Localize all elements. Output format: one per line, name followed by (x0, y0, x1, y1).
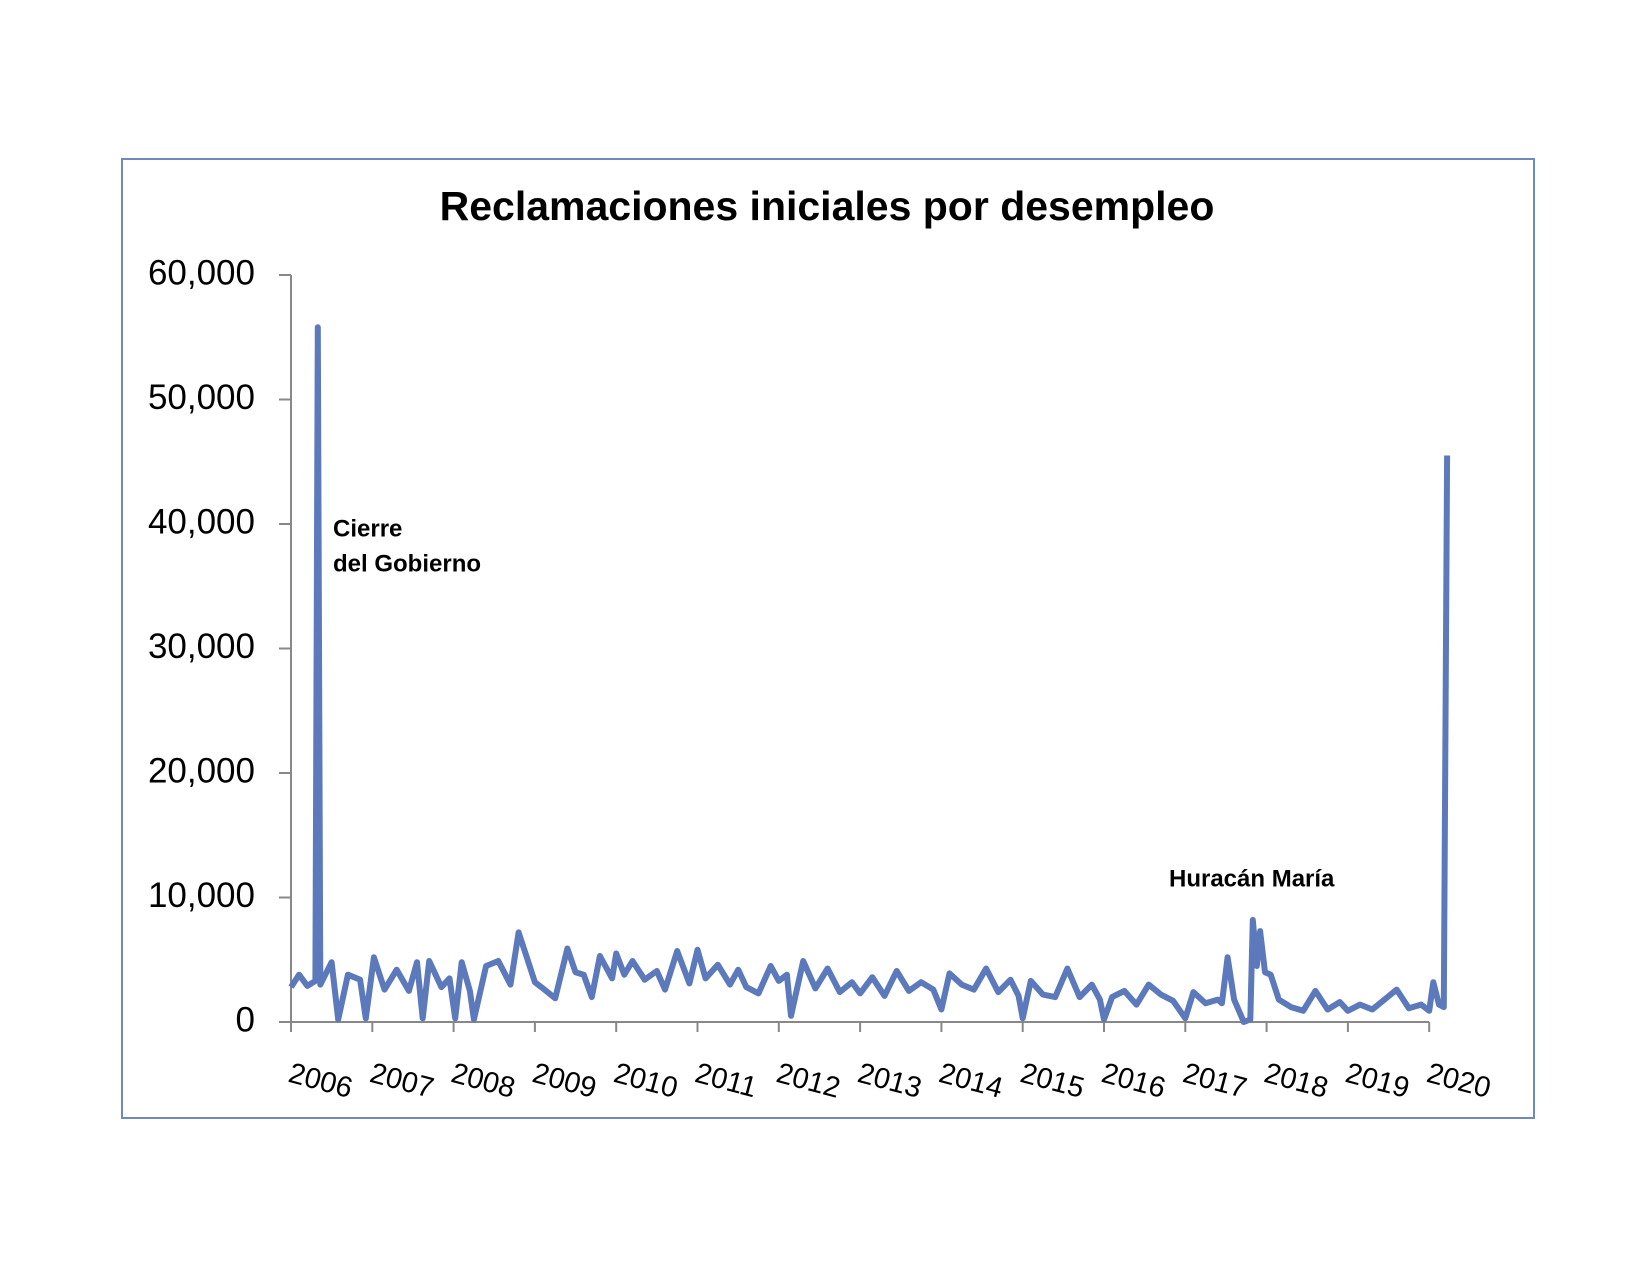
y-tick-label: 40,000 (148, 502, 255, 541)
x-tick-label: 2009 (529, 1057, 600, 1105)
x-tick-label: 2008 (448, 1057, 519, 1105)
x-tick-label: 2010 (610, 1057, 681, 1105)
y-tick-label: 30,000 (148, 627, 255, 666)
x-tick-label: 2007 (367, 1057, 438, 1105)
y-tick-label: 20,000 (148, 751, 255, 790)
x-tick-label: 2013 (854, 1057, 925, 1105)
x-tick-label: 2020 (1423, 1057, 1494, 1105)
chart-frame (121, 158, 1535, 1119)
data-line (288, 324, 1451, 1025)
x-tick-label: 2016 (1098, 1057, 1169, 1105)
x-tick-label: 2019 (1342, 1057, 1413, 1105)
annotation: Huracán María (1169, 865, 1335, 892)
x-tick-label: 2012 (773, 1057, 844, 1105)
y-tick-label: 10,000 (148, 876, 255, 915)
x-tick-label: 2011 (692, 1057, 761, 1104)
y-tick-label: 0 (236, 1000, 255, 1039)
annotation: Cierre (333, 515, 402, 542)
annotation: del Gobierno (333, 550, 481, 577)
x-tick-label: 2015 (1017, 1057, 1088, 1105)
x-tick-label: 2014 (936, 1057, 1007, 1105)
x-tick-label: 2006 (285, 1057, 356, 1105)
y-tick-label: 60,000 (148, 253, 255, 292)
y-tick-label: 50,000 (148, 378, 255, 417)
x-tick-label: 2018 (1261, 1057, 1332, 1105)
chart-title: Reclamaciones iniciales por desempleo (440, 183, 1215, 229)
x-tick-label: 2017 (1180, 1057, 1251, 1105)
